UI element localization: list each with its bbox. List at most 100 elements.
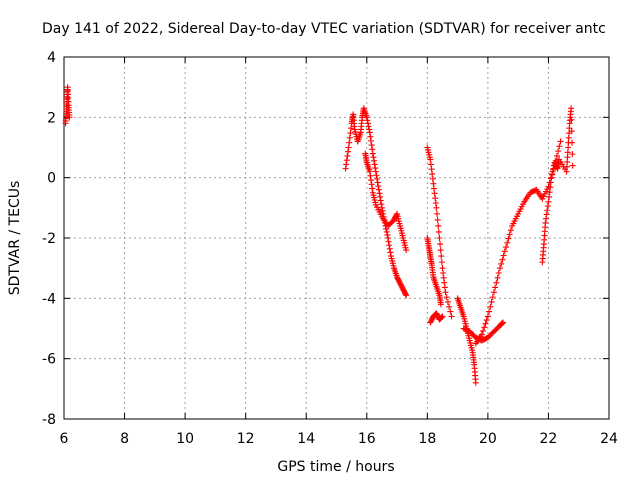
chart-title: Day 141 of 2022, Sidereal Day-to-day VTE… <box>42 21 606 37</box>
data-point <box>368 177 375 184</box>
data-point <box>544 203 551 210</box>
x-tick-label: 10 <box>176 431 194 447</box>
data-point <box>486 308 493 315</box>
data-point <box>568 128 575 135</box>
data-point <box>569 151 576 158</box>
data-point <box>364 120 371 127</box>
data-point <box>545 198 552 205</box>
data-point <box>437 241 444 248</box>
data-point <box>500 252 507 259</box>
data-point <box>383 228 390 235</box>
data-point <box>492 284 499 291</box>
data-point <box>440 269 447 276</box>
y-tick-label: -6 <box>42 352 56 368</box>
x-tick-label: 14 <box>297 431 315 447</box>
data-point <box>435 222 442 229</box>
data-point <box>377 197 384 204</box>
data-point <box>343 161 350 168</box>
data-point <box>435 228 442 235</box>
data-point <box>384 235 391 241</box>
data-point <box>506 231 513 238</box>
data-point <box>501 248 508 255</box>
data-point <box>443 294 450 301</box>
data-point <box>369 146 376 153</box>
data-point <box>446 303 453 310</box>
data-point <box>437 301 444 308</box>
y-tick-label: 0 <box>47 171 56 187</box>
data-point <box>375 186 382 193</box>
y-axis-label: SDTVAR / TECUs <box>7 181 23 296</box>
data-point <box>478 331 485 338</box>
data-point <box>376 190 383 197</box>
data-point <box>568 105 575 112</box>
data-point <box>372 165 379 172</box>
data-point <box>568 116 575 123</box>
y-tick-label: 4 <box>47 50 56 66</box>
data-point <box>448 313 455 320</box>
data-point <box>547 184 554 191</box>
data-point <box>393 212 400 219</box>
data-point <box>498 320 505 327</box>
x-tick-label: 18 <box>418 431 436 447</box>
data-point <box>556 143 563 150</box>
data-point <box>438 314 445 321</box>
data-point <box>369 185 376 192</box>
data-point <box>347 130 354 137</box>
data-point <box>569 162 576 169</box>
data-point <box>371 157 378 164</box>
data-point <box>430 180 437 187</box>
data-point <box>368 181 375 188</box>
data-point <box>547 179 554 186</box>
data-point <box>483 317 490 324</box>
data-point <box>430 185 437 192</box>
data-point <box>440 274 447 281</box>
data-point <box>428 166 435 173</box>
data-point <box>487 303 494 310</box>
data-point <box>363 114 370 121</box>
data-point <box>371 161 378 168</box>
x-tick-label: 6 <box>60 431 69 447</box>
data-point <box>432 200 439 207</box>
x-tick-label: 20 <box>479 431 497 447</box>
x-tick-label: 12 <box>237 431 255 447</box>
x-axis-label: GPS time / hours <box>277 459 394 475</box>
data-point <box>488 298 495 305</box>
data-point <box>378 204 385 211</box>
data-point <box>442 289 449 296</box>
data-point <box>429 171 436 178</box>
data-point <box>555 148 562 155</box>
data-point <box>343 157 350 164</box>
data-point <box>544 207 551 214</box>
data-point <box>346 134 353 141</box>
data-point <box>369 150 376 157</box>
data-point <box>368 137 375 144</box>
data-point <box>364 117 371 124</box>
data-point <box>345 144 352 151</box>
data-point <box>507 227 514 234</box>
data-point <box>495 269 502 276</box>
data-point <box>372 168 379 175</box>
data-point <box>366 126 373 133</box>
data-point <box>543 211 550 218</box>
data-point <box>377 193 384 200</box>
data-point <box>384 231 391 238</box>
data-point <box>375 183 382 190</box>
data-point <box>497 265 503 272</box>
data-point <box>447 308 454 315</box>
x-tick-label: 16 <box>358 431 376 447</box>
data-point <box>374 179 381 186</box>
data-point <box>548 174 555 181</box>
data-point <box>342 165 349 172</box>
data-point <box>498 260 505 267</box>
y-tick-label: -8 <box>42 412 56 428</box>
data-point <box>553 152 560 159</box>
data-point <box>403 247 410 254</box>
data-point <box>504 239 511 246</box>
data-point <box>387 249 394 256</box>
data-point <box>403 292 410 299</box>
data-point <box>542 219 549 226</box>
data-point <box>480 327 487 334</box>
data-point <box>427 156 434 163</box>
